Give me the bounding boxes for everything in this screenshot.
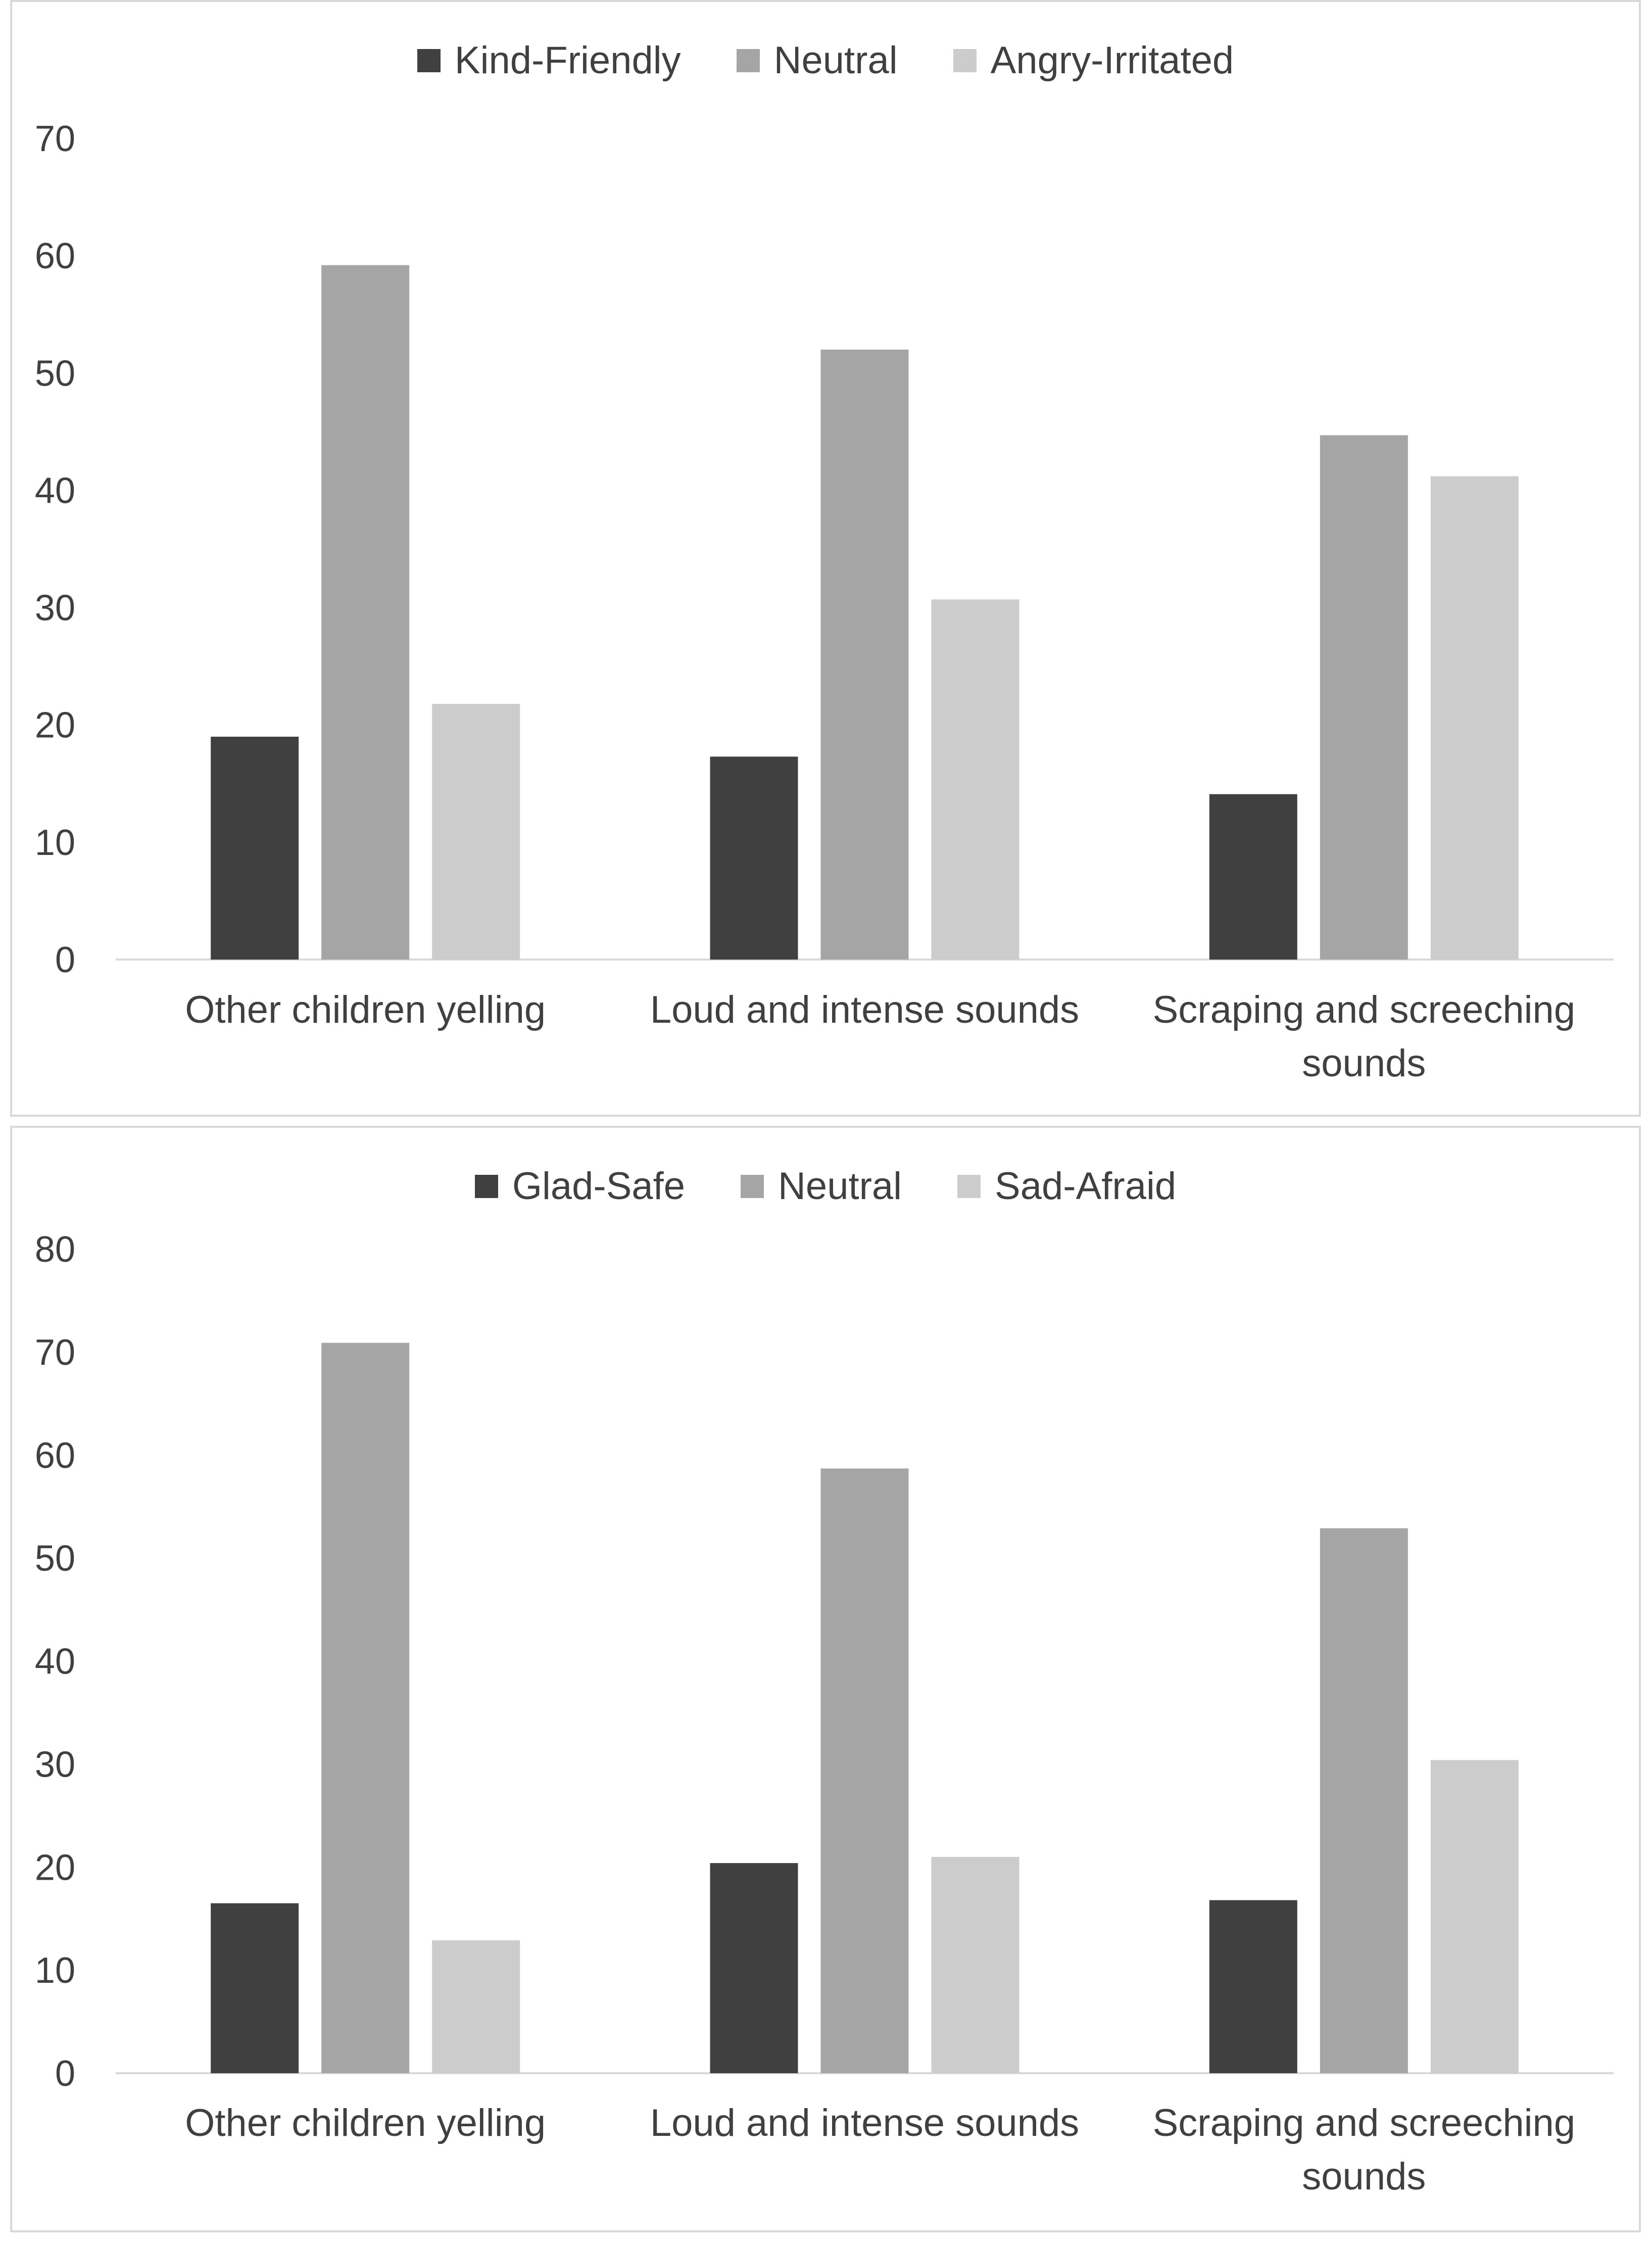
chart-panel-sound-kindness: Kind-Friendly Neutral Angry-Irritated 0 1… bbox=[10, 0, 1641, 1117]
bar-chart-sound-kindness: 0 10 20 30 40 50 60 70 Other children yelling Lou… bbox=[35, 119, 1614, 1085]
y-tick-label: 60 bbox=[35, 1436, 75, 1476]
x-category-label: Loud and intense sounds bbox=[650, 2102, 1079, 2144]
legend-label: Sad-Afraid bbox=[995, 1165, 1177, 1208]
legend-swatch-neutral bbox=[741, 1174, 764, 1198]
legend-item-angry-irritated: Angry-Irritated bbox=[953, 38, 1234, 82]
bar-neutral bbox=[820, 349, 909, 960]
bar-sad-afraid bbox=[432, 1940, 520, 2073]
bar-neutral bbox=[321, 1343, 410, 2073]
bar-neutral bbox=[321, 265, 410, 960]
y-tick-label: 40 bbox=[35, 1642, 75, 1682]
legend-item-sad-afraid: Sad-Afraid bbox=[957, 1164, 1176, 1208]
chart-legend: Kind-Friendly Neutral Angry-Irritated bbox=[12, 38, 1639, 82]
bar-kind-friendly bbox=[1209, 794, 1297, 960]
x-category-label: sounds bbox=[1302, 1042, 1426, 1085]
y-tick-label: 80 bbox=[35, 1229, 75, 1270]
y-tick-label: 70 bbox=[35, 1332, 75, 1373]
y-tick-label: 20 bbox=[35, 705, 75, 746]
legend-item-kind-friendly: Kind-Friendly bbox=[417, 38, 681, 82]
bar-sad-afraid bbox=[931, 1856, 1019, 2073]
legend-item-neutral: Neutral bbox=[741, 1164, 902, 1208]
y-tick-label: 50 bbox=[35, 1539, 75, 1579]
x-category-label: Scraping and screeching bbox=[1153, 2102, 1576, 2144]
bar-sad-afraid bbox=[1430, 1760, 1519, 2073]
bar-kind-friendly bbox=[710, 756, 798, 960]
y-tick-label: 10 bbox=[35, 823, 75, 863]
legend-swatch-kind-friendly bbox=[417, 49, 441, 72]
bar-glad-safe bbox=[1209, 1900, 1297, 2073]
x-category-label: Other children yelling bbox=[185, 988, 546, 1031]
bar-angry-irritated bbox=[1430, 476, 1519, 960]
x-category-label: Loud and intense sounds bbox=[650, 988, 1079, 1031]
legend-label: Glad-Safe bbox=[512, 1165, 686, 1208]
bar-neutral bbox=[1320, 435, 1408, 960]
bar-neutral bbox=[1320, 1528, 1408, 2073]
bar-chart-sound-safety: 0 10 20 30 40 50 60 70 80 Other children yelling L… bbox=[35, 1229, 1614, 2198]
x-category-label: Other children yelling bbox=[185, 2102, 546, 2144]
y-tick-label: 20 bbox=[35, 1847, 75, 1888]
y-tick-label: 30 bbox=[35, 1744, 75, 1785]
y-tick-label: 60 bbox=[35, 236, 75, 276]
y-tick-label: 0 bbox=[55, 940, 75, 980]
chart-legend: Glad-Safe Neutral Sad-Afraid bbox=[12, 1164, 1639, 1208]
bar-angry-irritated bbox=[931, 599, 1019, 960]
y-tick-label: 40 bbox=[35, 470, 75, 511]
chart-panel-sound-safety: Glad-Safe Neutral Sad-Afraid 0 10 20 30 40 50… bbox=[10, 1126, 1641, 2232]
legend-label: Angry-Irritated bbox=[990, 39, 1234, 82]
y-tick-label: 0 bbox=[55, 2054, 75, 2094]
legend-item-glad-safe: Glad-Safe bbox=[474, 1164, 686, 1208]
y-tick-label: 30 bbox=[35, 588, 75, 629]
bar-glad-safe bbox=[211, 1903, 299, 2073]
legend-swatch-angry-irritated bbox=[953, 49, 977, 72]
x-category-label: sounds bbox=[1302, 2155, 1426, 2198]
bar-kind-friendly bbox=[211, 736, 299, 960]
legend-swatch-glad-safe bbox=[474, 1174, 498, 1198]
bar-glad-safe bbox=[710, 1863, 798, 2073]
y-tick-label: 70 bbox=[35, 119, 75, 159]
legend-label: Neutral bbox=[773, 39, 898, 82]
x-category-label: Scraping and screeching bbox=[1153, 988, 1576, 1031]
legend-label: Kind-Friendly bbox=[454, 39, 681, 82]
bar-neutral bbox=[820, 1468, 909, 2073]
legend-item-neutral: Neutral bbox=[736, 38, 898, 82]
bar-angry-irritated bbox=[432, 703, 520, 960]
y-tick-label: 10 bbox=[35, 1950, 75, 1991]
legend-swatch-sad-afraid bbox=[957, 1174, 981, 1198]
legend-swatch-neutral bbox=[736, 49, 760, 72]
y-tick-label: 50 bbox=[35, 353, 75, 394]
legend-label: Neutral bbox=[778, 1165, 902, 1208]
